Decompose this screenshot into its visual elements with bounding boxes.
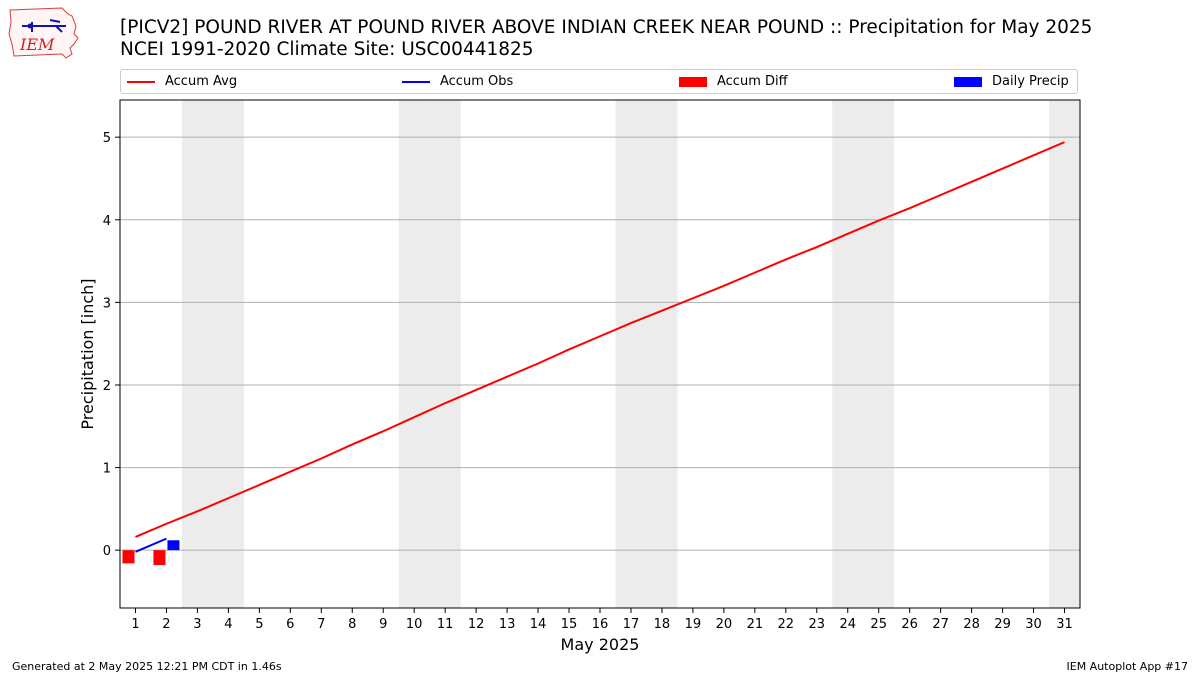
x-tick-label: 10 bbox=[406, 617, 423, 632]
x-tick-label: 11 bbox=[437, 617, 454, 632]
legend-label: Accum Obs bbox=[440, 74, 514, 89]
x-tick-label: 22 bbox=[778, 617, 795, 632]
x-tick-label: 8 bbox=[348, 617, 356, 632]
x-tick-label: 26 bbox=[901, 617, 918, 632]
x-tick-label: 21 bbox=[747, 617, 764, 632]
iem-logo: IEM bbox=[8, 7, 79, 59]
weekend-band bbox=[615, 100, 678, 608]
legend-swatch-accum-diff bbox=[679, 76, 707, 87]
x-tick-label: 3 bbox=[193, 617, 201, 632]
legend-swatch-accum-obs bbox=[402, 80, 430, 83]
x-tick-label: 27 bbox=[932, 617, 949, 632]
x-tick-label: 4 bbox=[224, 617, 232, 632]
y-tick-label: 5 bbox=[103, 131, 111, 146]
y-tick-label: 1 bbox=[103, 462, 111, 477]
x-tick-label: 12 bbox=[468, 617, 485, 632]
weekend-band bbox=[181, 100, 244, 608]
x-tick-label: 18 bbox=[654, 617, 671, 632]
x-tick-label: 14 bbox=[530, 617, 547, 632]
x-axis-label: May 2025 bbox=[561, 635, 640, 654]
x-tick-label: 24 bbox=[839, 617, 856, 632]
bar-daily-precip bbox=[167, 540, 180, 551]
legend-item-accum-diff: Accum Diff bbox=[679, 74, 788, 90]
x-tick-label: 16 bbox=[592, 617, 609, 632]
y-tick-label: 2 bbox=[103, 379, 111, 394]
logo-text: IEM bbox=[19, 35, 55, 54]
line-accum-avg bbox=[135, 141, 1065, 538]
x-tick-label: 5 bbox=[255, 617, 263, 632]
x-tick-label: 28 bbox=[963, 617, 980, 632]
bar-accum-diff bbox=[122, 550, 135, 564]
x-tick-label: 25 bbox=[870, 617, 887, 632]
legend-label: Accum Avg bbox=[165, 74, 238, 89]
weekend-band bbox=[1049, 100, 1080, 608]
bar-accum-diff bbox=[153, 550, 166, 566]
y-tick-label: 4 bbox=[103, 214, 111, 229]
x-tick-label: 6 bbox=[286, 617, 294, 632]
y-axis-label: Precipitation [inch] bbox=[78, 278, 97, 429]
legend-item-accum-obs: Accum Obs bbox=[402, 74, 513, 90]
legend-swatch-accum-avg bbox=[127, 80, 155, 83]
y-tick-label: 0 bbox=[103, 544, 111, 559]
x-tick-label: 19 bbox=[685, 617, 702, 632]
legend-label: Daily Precip bbox=[992, 74, 1069, 89]
x-tick-label: 2 bbox=[162, 617, 170, 632]
legend-swatch-daily-precip bbox=[954, 76, 982, 87]
x-tick-label: 31 bbox=[1056, 617, 1073, 632]
legend-item-accum-avg: Accum Avg bbox=[127, 74, 237, 90]
generated-footer: Generated at 2 May 2025 12:21 PM CDT in … bbox=[12, 660, 282, 673]
x-tick-label: 29 bbox=[994, 617, 1011, 632]
weekend-band bbox=[832, 100, 895, 608]
chart-subtitle: NCEI 1991-2020 Climate Site: USC00441825 bbox=[120, 39, 534, 60]
legend: Accum Avg Accum Obs Accum Diff Daily Pre… bbox=[120, 69, 1078, 94]
weekend-band bbox=[398, 100, 461, 608]
app-footer: IEM Autoplot App #17 bbox=[1066, 660, 1189, 673]
x-tick-label: 15 bbox=[561, 617, 578, 632]
x-tick-label: 30 bbox=[1025, 617, 1042, 632]
x-tick-label: 9 bbox=[379, 617, 387, 632]
line-accum-obs bbox=[135, 537, 167, 553]
chart-title: [PICV2] POUND RIVER AT POUND RIVER ABOVE… bbox=[120, 17, 1093, 38]
x-tick-label: 1 bbox=[131, 617, 139, 632]
y-tick-label: 3 bbox=[103, 296, 111, 311]
x-tick-label: 17 bbox=[623, 617, 640, 632]
x-tick-label: 23 bbox=[809, 617, 826, 632]
x-tick-label: 7 bbox=[317, 617, 325, 632]
x-tick-label: 20 bbox=[716, 617, 733, 632]
x-tick-label: 13 bbox=[499, 617, 516, 632]
legend-item-daily-precip: Daily Precip bbox=[954, 74, 1069, 90]
plot-frame bbox=[119, 99, 1081, 609]
legend-label: Accum Diff bbox=[717, 74, 788, 89]
